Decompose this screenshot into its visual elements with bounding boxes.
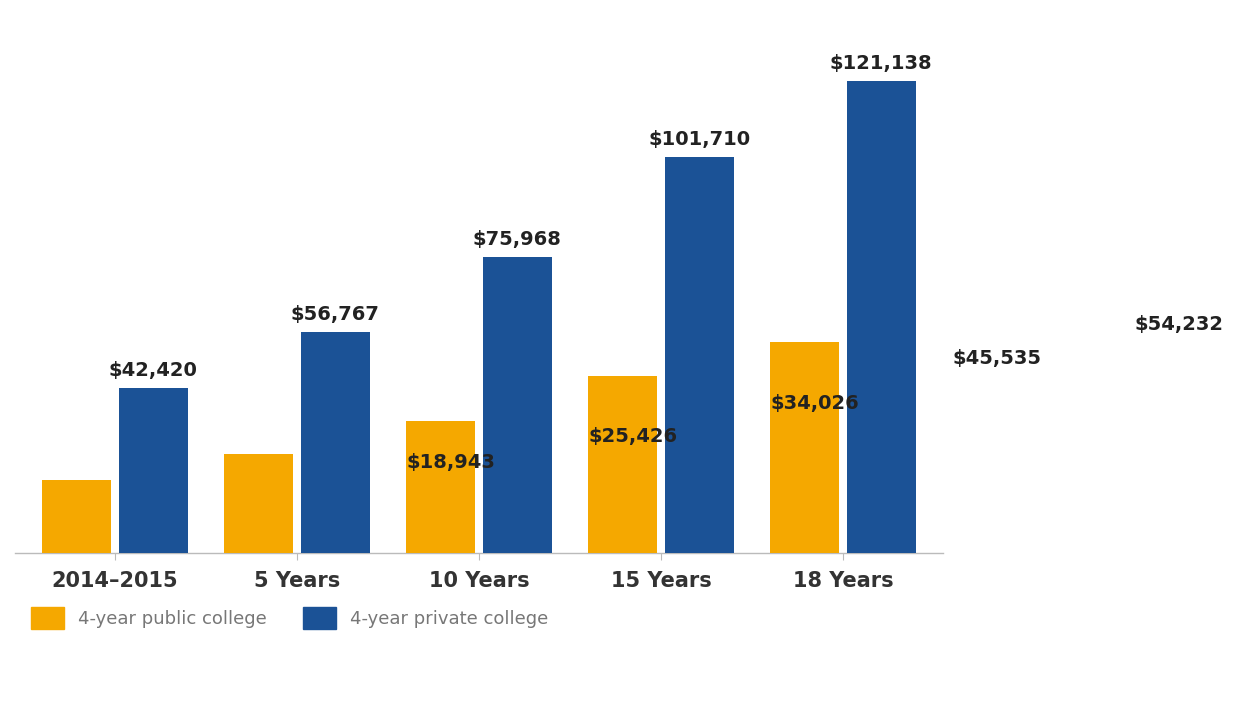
Text: $34,026: $34,026: [770, 394, 858, 413]
Bar: [588, 376, 658, 554]
Text: $54,232: $54,232: [1134, 315, 1224, 334]
Text: $56,767: $56,767: [290, 305, 380, 324]
Text: $18,943: $18,943: [406, 453, 495, 472]
Text: $75,968: $75,968: [473, 230, 562, 249]
Text: $101,710: $101,710: [648, 130, 750, 149]
Bar: [847, 81, 916, 554]
Text: $25,426: $25,426: [588, 427, 678, 447]
Bar: [406, 421, 476, 554]
Bar: [118, 388, 188, 554]
Text: $45,535: $45,535: [952, 349, 1042, 368]
Bar: [224, 454, 294, 554]
Bar: [300, 332, 370, 554]
Bar: [664, 157, 734, 554]
Text: $42,420: $42,420: [108, 361, 198, 380]
Text: $121,138: $121,138: [830, 54, 932, 73]
Legend: 4-year public college, 4-year private college: 4-year public college, 4-year private co…: [24, 600, 556, 636]
Bar: [770, 342, 840, 554]
Bar: [42, 480, 111, 554]
Bar: [482, 257, 552, 554]
